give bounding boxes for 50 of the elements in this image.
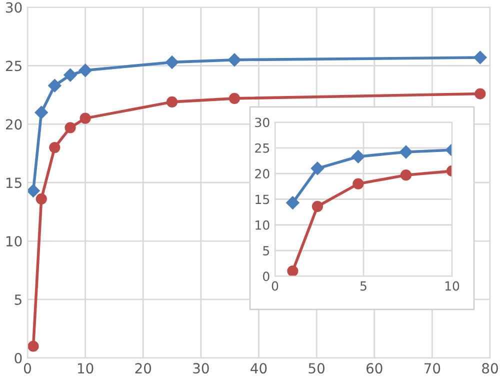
y-tick-label: 30 xyxy=(255,118,270,128)
y-tick-label: 5 xyxy=(14,294,22,305)
x-tick-label: 50 xyxy=(308,363,324,374)
y-tick-label: 15 xyxy=(256,194,270,204)
y-tick-label: 10 xyxy=(256,220,270,230)
y-tick-label: 0 xyxy=(14,352,22,364)
point xyxy=(36,193,47,205)
y-tick-label: 10 xyxy=(6,236,22,247)
x-tick-label: 70 xyxy=(424,363,440,374)
x-tick-label: 5 xyxy=(360,281,366,291)
x-tick-label: 60 xyxy=(366,363,382,374)
point xyxy=(34,106,48,120)
x-tick-label: 80 xyxy=(482,363,498,374)
point xyxy=(474,88,486,100)
y-tick-label: 0 xyxy=(263,272,270,282)
y-tick-label: 30 xyxy=(6,2,22,13)
point xyxy=(312,200,324,212)
x-tick-label: 0 xyxy=(272,281,278,291)
point xyxy=(49,142,60,154)
point xyxy=(228,53,242,66)
point xyxy=(166,96,178,108)
point xyxy=(400,170,412,181)
point xyxy=(286,196,300,210)
point xyxy=(399,145,413,159)
y-tick-label: 25 xyxy=(6,60,22,72)
x-tick-label: 0 xyxy=(24,363,31,374)
point xyxy=(287,266,298,276)
y-tick-label: 5 xyxy=(263,246,270,256)
point xyxy=(310,162,324,176)
point xyxy=(165,56,179,69)
point xyxy=(474,50,487,64)
point xyxy=(80,112,91,124)
point xyxy=(228,92,240,104)
point xyxy=(28,184,40,198)
point xyxy=(48,78,62,92)
x-tick-label: 40 xyxy=(250,363,267,374)
point xyxy=(64,68,77,82)
x-tick-label: 30 xyxy=(193,363,209,374)
x-tick-label: 20 xyxy=(135,363,152,374)
point xyxy=(64,122,76,134)
point xyxy=(352,178,364,190)
y-tick-label: 25 xyxy=(255,143,270,153)
point xyxy=(28,340,39,352)
x-tick-label: 10 xyxy=(78,363,94,374)
y-tick-label: 20 xyxy=(6,119,22,130)
point xyxy=(352,150,365,164)
x-tick-label: 10 xyxy=(445,281,460,291)
point xyxy=(78,64,92,77)
y-tick-label: 20 xyxy=(255,169,270,178)
y-tick-label: 15 xyxy=(6,178,22,188)
